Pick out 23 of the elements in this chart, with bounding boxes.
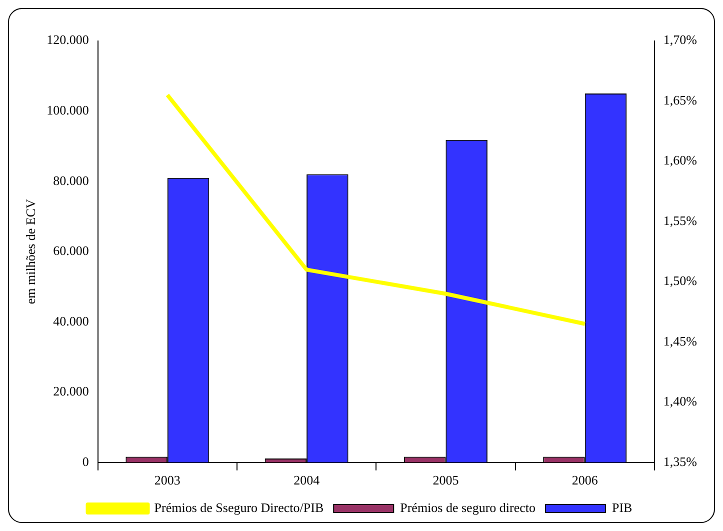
legend-label: PIB [612,500,633,515]
y2-tick-label: 1,45% [663,333,698,348]
y-tick-label: 40.000 [53,313,89,328]
x-tick-label: 2006 [572,472,598,488]
y2-tick-label: 1,70% [663,32,698,48]
y2-tick-label: 1,60% [663,152,698,168]
y2-tick-label: 1,40% [663,394,698,409]
y2-tick-label: 1,55% [663,212,698,228]
x-tick-label: 2003 [154,472,180,488]
y-tick-label: 80.000 [53,172,89,188]
legend-label: Prémios de seguro directo [400,500,536,515]
y-tick-label: 20.000 [53,384,89,399]
legend-label: Prémios de Sseguro Directo/PIB [154,500,324,515]
y-tick-label: 0 [82,454,89,469]
y-tick-label: 60.000 [53,243,89,258]
y-tick-label: 120.000 [46,32,89,48]
y-axis-title: em milhões de ECV [23,198,38,304]
y-tick-label: 100.000 [46,102,89,118]
x-tick-label: 2005 [432,472,459,488]
x-tick-label: 2004 [294,472,320,488]
y2-tick-label: 1,35% [663,454,698,469]
y2-tick-label: 1,65% [663,92,698,108]
y2-tick-label: 1,50% [663,273,698,288]
